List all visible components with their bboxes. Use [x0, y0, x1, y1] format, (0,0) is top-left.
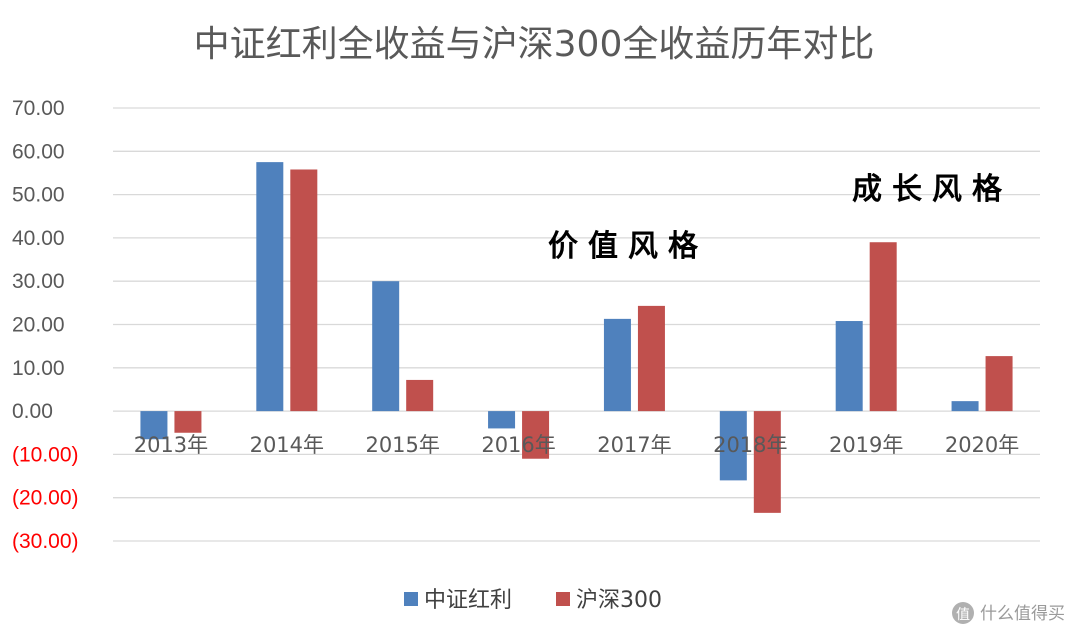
bar-dividend-0 [140, 411, 168, 440]
legend-label-hs300: 沪深300 [576, 588, 662, 613]
bar-hs300-6 [869, 242, 897, 412]
bar-hs300-0 [174, 411, 202, 433]
y-tick-label: 50.00 [12, 184, 65, 207]
bar-hs300-4 [637, 305, 665, 412]
x-tick-label: 2013年 [134, 433, 208, 457]
bar-dividend-2 [372, 281, 400, 412]
y-tick-label: (10.00) [12, 443, 79, 466]
bar-hs300-2 [406, 379, 434, 412]
x-tick-label: 2015年 [365, 433, 439, 457]
svg-text:值: 值 [956, 607, 970, 623]
bar-hs300-7 [985, 356, 1013, 412]
zhi-icon: 值 [952, 602, 974, 624]
bar-dividend-5 [719, 411, 747, 481]
watermark: 值 什么值得买 [952, 602, 1065, 624]
bar-dividend-1 [256, 162, 284, 412]
y-tick-label: (20.00) [12, 487, 79, 510]
y-tick-label: 30.00 [12, 270, 65, 293]
chart-title: 中证红利全收益与沪深300全收益历年对比 [194, 24, 875, 65]
bars [140, 162, 1013, 513]
x-axis-ticks: 2013年 2014年 2015年 2016年 2017年 2018年 2019年 2020年 [134, 433, 1020, 457]
bar-dividend-7 [951, 401, 979, 412]
watermark-text: 什么值得买 [980, 604, 1065, 624]
y-tick-label: 70.00 [12, 97, 65, 120]
y-tick-label: 60.00 [12, 140, 65, 163]
x-tick-label: 2014年 [250, 433, 324, 457]
x-tick-label: 2016年 [481, 433, 555, 457]
y-tick-label: 0.00 [12, 400, 53, 423]
bar-dividend-6 [835, 321, 863, 412]
legend: 中证红利 沪深300 [404, 588, 662, 613]
legend-swatch-dividend [404, 592, 418, 606]
bar-dividend-4 [603, 318, 631, 412]
bar-hs300-1 [290, 169, 318, 412]
annotation-value-style: 价值风格 [548, 229, 708, 264]
legend-label-dividend: 中证红利 [424, 588, 512, 613]
bar-hs300-5 [753, 411, 781, 513]
annotation-growth-style: 成长风格 [852, 172, 1012, 207]
bar-dividend-3 [488, 411, 516, 429]
legend-swatch-hs300 [556, 592, 570, 606]
y-tick-label: 10.00 [12, 357, 65, 380]
bar-hs300-3 [522, 411, 550, 459]
x-tick-label: 2020年 [945, 433, 1019, 457]
y-tick-label: (30.00) [12, 530, 79, 553]
x-tick-label: 2017年 [597, 433, 671, 457]
y-axis-ticks: 70.00 60.00 50.00 40.00 30.00 20.00 10.00 0.00 (… [12, 97, 79, 553]
y-tick-label: 20.00 [12, 314, 65, 337]
x-tick-label: 2019年 [829, 433, 903, 457]
y-tick-label: 40.00 [12, 227, 65, 250]
x-tick-label: 2018年 [713, 433, 787, 457]
